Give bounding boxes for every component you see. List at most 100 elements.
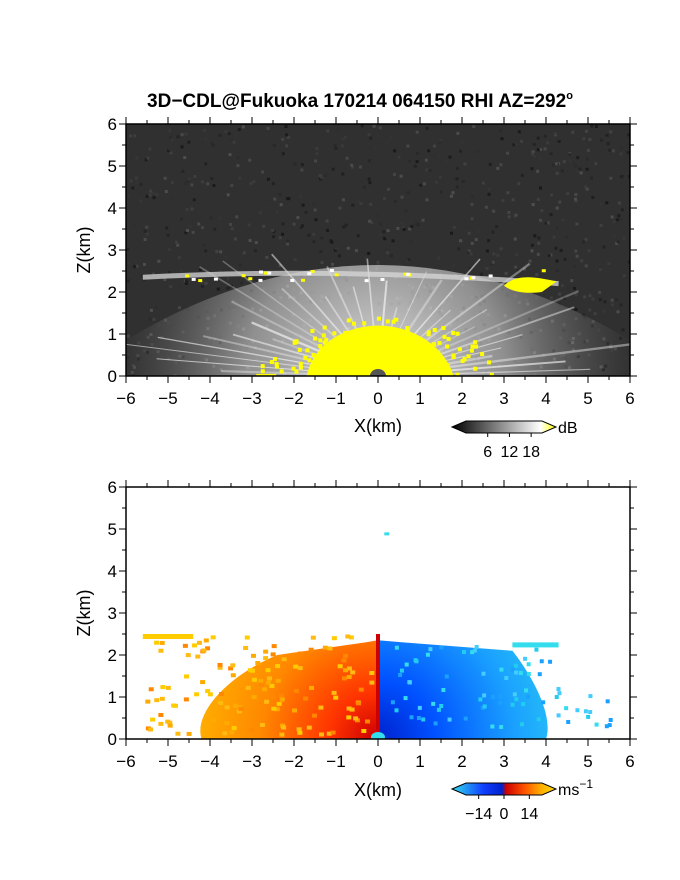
positive-velocity-pixel	[281, 657, 287, 662]
noise-speck	[528, 259, 532, 263]
echo-pixel	[441, 373, 446, 376]
noise-speck	[415, 130, 419, 134]
noise-speck	[439, 190, 443, 194]
cloud-base-pixel	[471, 276, 476, 280]
noise-speck	[278, 264, 282, 268]
noise-speck	[588, 137, 592, 141]
echo-pixel	[346, 318, 351, 323]
noise-speck	[517, 182, 521, 186]
echo-pixel	[376, 316, 381, 321]
noise-speck	[279, 203, 283, 207]
positive-velocity-pixel	[271, 706, 277, 711]
noise-speck	[413, 164, 417, 168]
noise-speck	[603, 300, 607, 304]
positive-velocity-pixel	[319, 732, 325, 737]
noise-speck	[126, 223, 130, 227]
noise-speck	[609, 130, 613, 134]
noise-speck	[252, 180, 256, 184]
echo-pixel	[391, 319, 396, 324]
noise-speck	[574, 205, 578, 209]
y-tick-label: 6	[108, 478, 117, 497]
noise-speck	[218, 133, 222, 137]
negative-velocity-pixel	[417, 705, 422, 710]
noise-speck	[616, 218, 620, 222]
x-tick-label: −1	[326, 752, 345, 771]
noise-speck	[334, 147, 338, 151]
positive-velocity-pixel	[184, 674, 190, 679]
noise-speck	[139, 183, 143, 187]
noise-speck	[499, 247, 503, 251]
noise-speck	[458, 239, 462, 243]
cloud-base-layer	[142, 270, 559, 287]
negative-velocity-pixel	[490, 694, 495, 699]
negative-velocity-pixel	[539, 659, 544, 664]
noise-speck	[278, 236, 282, 240]
noise-speck	[554, 162, 558, 166]
noise-speck	[320, 236, 324, 240]
noise-speck	[619, 218, 623, 222]
noise-speck	[562, 296, 566, 300]
noise-speck	[192, 198, 196, 202]
noise-speck	[165, 226, 169, 230]
noise-speck	[582, 137, 586, 141]
noise-speck	[572, 159, 576, 163]
noise-speck	[517, 130, 521, 134]
echo-pixel	[455, 331, 460, 336]
noise-speck	[530, 249, 534, 253]
noise-speck	[533, 234, 537, 238]
noise-speck	[585, 187, 589, 191]
cloud-base-pixel	[301, 278, 306, 282]
noise-speck	[194, 153, 198, 157]
positive-velocity-pixel	[158, 648, 164, 653]
negative-velocity-pixel	[514, 670, 519, 675]
noise-speck	[350, 163, 354, 167]
noise-speck	[329, 248, 333, 252]
negative-velocity-pixel	[421, 717, 426, 722]
noise-speck	[480, 272, 484, 276]
noise-speck	[167, 271, 171, 275]
noise-speck	[491, 230, 495, 234]
noise-speck	[359, 202, 363, 206]
noise-speck	[315, 147, 319, 151]
x-tick-label: −5	[158, 389, 177, 408]
noise-speck	[537, 241, 541, 245]
echo-pixel	[297, 347, 302, 352]
noise-speck	[300, 168, 304, 172]
y-tick-label: 4	[108, 199, 117, 218]
echo-pixel	[432, 342, 437, 347]
noise-speck	[425, 258, 429, 262]
noise-speck	[536, 252, 540, 256]
noise-speck	[599, 138, 603, 142]
positive-velocity-pixel	[207, 692, 213, 697]
noise-speck	[188, 224, 192, 228]
x-tick-label: −6	[116, 389, 135, 408]
echo-pixel	[446, 367, 451, 372]
colorbar-db: 6 12 18 dB	[450, 420, 578, 461]
x-tick-label: 3	[499, 389, 508, 408]
positive-velocity-pixel	[167, 723, 173, 728]
noise-speck	[248, 158, 252, 162]
noise-speck	[571, 130, 575, 134]
noise-speck	[616, 240, 620, 244]
noise-speck	[400, 221, 404, 225]
noise-speck	[560, 284, 564, 288]
positive-velocity-pixel	[251, 677, 257, 682]
noise-speck	[570, 307, 574, 311]
noise-speck	[229, 137, 233, 141]
noise-speck	[456, 166, 460, 170]
echo-pixel	[348, 338, 353, 343]
noise-speck	[333, 248, 337, 252]
noise-speck	[234, 133, 238, 137]
noise-speck	[615, 298, 619, 302]
noise-speck	[427, 149, 431, 153]
noise-speck	[249, 181, 253, 185]
positive-velocity-pixel	[159, 640, 165, 645]
positive-velocity-pixel	[348, 635, 354, 640]
noise-speck	[531, 203, 535, 207]
noise-speck	[627, 260, 630, 264]
positive-velocity-pixel	[345, 634, 351, 639]
noise-speck	[588, 308, 592, 312]
noise-speck	[300, 163, 304, 167]
noise-speck	[619, 152, 623, 156]
